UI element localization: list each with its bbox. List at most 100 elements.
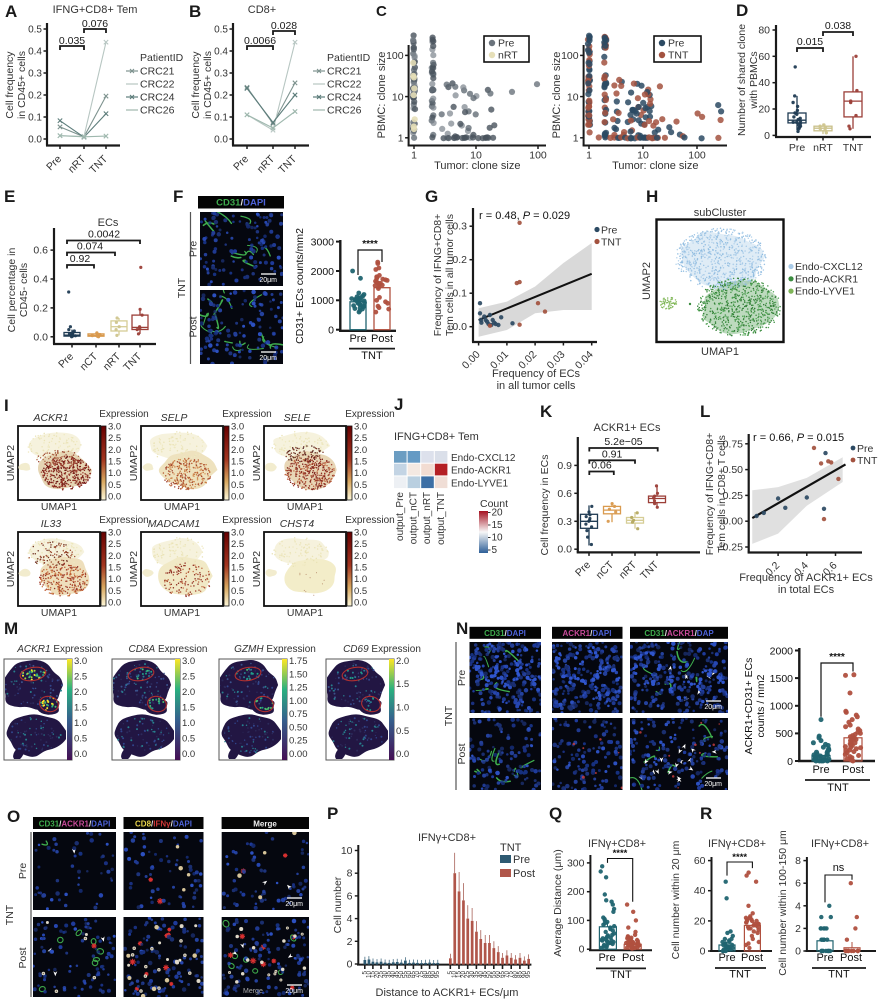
svg-text:CRC22: CRC22 xyxy=(327,79,362,91)
svg-text:Post: Post xyxy=(840,952,862,964)
svg-text:15: 15 xyxy=(369,971,376,979)
svg-text:10: 10 xyxy=(637,150,649,162)
svg-text:TNT: TNT xyxy=(361,350,383,362)
svg-text:0.5: 0.5 xyxy=(74,734,87,745)
svg-text:IFNγ+CD8+: IFNγ+CD8+ xyxy=(708,838,766,850)
svg-text:1.5: 1.5 xyxy=(108,563,121,574)
svg-text:1500: 1500 xyxy=(770,673,794,685)
svg-text:UMAP2: UMAP2 xyxy=(128,445,140,481)
svg-text:0.4: 0.4 xyxy=(214,47,228,58)
svg-text:2.0: 2.0 xyxy=(108,445,121,456)
svg-text:0.2: 0.2 xyxy=(28,91,42,102)
svg-text:80: 80 xyxy=(758,25,770,37)
svg-text:0.0: 0.0 xyxy=(182,749,195,760)
svg-text:Pre: Pre xyxy=(17,863,29,880)
svg-text:D: D xyxy=(736,1,748,20)
svg-text:0.076: 0.076 xyxy=(82,18,108,30)
svg-text:20μm: 20μm xyxy=(259,277,277,284)
svg-text:10: 10 xyxy=(470,150,482,162)
svg-text:0.0: 0.0 xyxy=(231,492,244,503)
svg-text:1.00: 1.00 xyxy=(289,696,308,707)
svg-text:0.06: 0.06 xyxy=(591,460,612,472)
svg-text:L: L xyxy=(700,402,710,421)
svg-text:Merge: Merge xyxy=(243,988,263,995)
svg-text:2.0: 2.0 xyxy=(354,551,367,562)
svg-text:1.0: 1.0 xyxy=(396,703,409,714)
svg-text:Endo-LYVE1: Endo-LYVE1 xyxy=(451,478,509,489)
svg-text:in CD45+ cells: in CD45+ cells xyxy=(16,51,28,119)
svg-text:0.3: 0.3 xyxy=(214,69,228,80)
svg-text:45: 45 xyxy=(394,971,401,979)
svg-text:Cell number: Cell number xyxy=(332,876,344,933)
svg-text:20μm: 20μm xyxy=(285,988,303,995)
svg-text:K: K xyxy=(540,402,553,421)
svg-text:60: 60 xyxy=(694,855,706,867)
svg-text:Endo-LYVE1: Endo-LYVE1 xyxy=(795,286,855,298)
svg-text:Tumor: clone size: Tumor: clone size xyxy=(612,160,698,172)
svg-text:0.015: 0.015 xyxy=(797,36,823,48)
svg-text:0.91: 0.91 xyxy=(602,448,623,460)
svg-text:2000: 2000 xyxy=(770,645,794,657)
svg-text:1.0: 1.0 xyxy=(231,574,244,585)
svg-text:10: 10 xyxy=(341,845,353,857)
svg-text:Count: Count xyxy=(480,498,508,510)
svg-text:65: 65 xyxy=(499,971,506,979)
svg-text:GZMH Expression: GZMH Expression xyxy=(234,644,316,655)
svg-text:0.0: 0.0 xyxy=(396,749,409,760)
svg-text:UMAP2: UMAP2 xyxy=(128,551,140,587)
svg-text:****: **** xyxy=(829,652,845,663)
svg-text:50: 50 xyxy=(398,970,405,978)
svg-text:0.92: 0.92 xyxy=(70,253,91,265)
svg-text:Frequency of ECs: Frequency of ECs xyxy=(492,368,581,380)
svg-text:0.50: 0.50 xyxy=(723,464,744,476)
svg-text:CRC21: CRC21 xyxy=(327,66,362,78)
svg-text:PBMC: clone size: PBMC: clone size xyxy=(376,52,388,139)
svg-text:80: 80 xyxy=(422,970,429,978)
svg-text:Expression: Expression xyxy=(345,409,394,420)
svg-text:TNT: TNT xyxy=(828,969,850,981)
svg-text:65: 65 xyxy=(410,971,417,979)
svg-text:15: 15 xyxy=(492,520,504,531)
svg-text:4: 4 xyxy=(347,913,353,925)
svg-text:0.00: 0.00 xyxy=(723,516,744,528)
svg-text:5.2e−05: 5.2e−05 xyxy=(604,436,642,448)
svg-text:Expression: Expression xyxy=(345,515,394,526)
svg-text:1: 1 xyxy=(573,133,579,145)
svg-text:2: 2 xyxy=(347,936,353,948)
svg-text:output_nCT: output_nCT xyxy=(409,492,420,544)
svg-text:in CD45+ cells: in CD45+ cells xyxy=(202,51,214,119)
svg-text:output_nRT: output_nRT xyxy=(422,492,433,544)
svg-text:1000: 1000 xyxy=(770,701,794,713)
svg-text:Merge: Merge xyxy=(253,820,277,829)
svg-text:10: 10 xyxy=(567,91,579,103)
svg-text:UMAP1: UMAP1 xyxy=(164,607,200,619)
svg-text:50: 50 xyxy=(486,971,493,979)
svg-text:10: 10 xyxy=(392,91,404,103)
svg-text:Post: Post xyxy=(188,316,200,337)
svg-text:0.0: 0.0 xyxy=(28,135,42,146)
svg-text:20: 20 xyxy=(694,915,706,927)
svg-text:5: 5 xyxy=(492,545,498,556)
svg-text:40: 40 xyxy=(758,77,770,89)
svg-text:1.50: 1.50 xyxy=(289,669,308,680)
svg-text:in total ECs: in total ECs xyxy=(778,584,835,596)
svg-text:2000: 2000 xyxy=(311,266,335,278)
svg-text:Post: Post xyxy=(741,952,763,964)
svg-text:55: 55 xyxy=(402,971,409,979)
svg-text:in all tumor cells: in all tumor cells xyxy=(497,380,576,392)
svg-text:Tem cells in all tumor cells: Tem cells in all tumor cells xyxy=(444,214,456,336)
svg-text:TNT: TNT xyxy=(843,142,864,154)
svg-text:0.3: 0.3 xyxy=(28,69,42,80)
svg-text:1.0: 1.0 xyxy=(231,468,244,479)
svg-text:3000: 3000 xyxy=(311,236,335,248)
svg-text:UMAP2: UMAP2 xyxy=(251,445,263,481)
svg-text:IL33: IL33 xyxy=(41,518,62,530)
svg-text:CD8A Expression: CD8A Expression xyxy=(129,644,208,655)
svg-text:3.0: 3.0 xyxy=(108,528,121,539)
svg-text:CD31+ ECs counts/mm2: CD31+ ECs counts/mm2 xyxy=(294,228,306,344)
svg-text:TNT: TNT xyxy=(729,969,751,981)
svg-text:Pre: Pre xyxy=(812,764,829,776)
svg-text:0.6: 0.6 xyxy=(33,245,48,257)
svg-text:30: 30 xyxy=(382,970,389,978)
svg-text:100: 100 xyxy=(529,150,547,162)
